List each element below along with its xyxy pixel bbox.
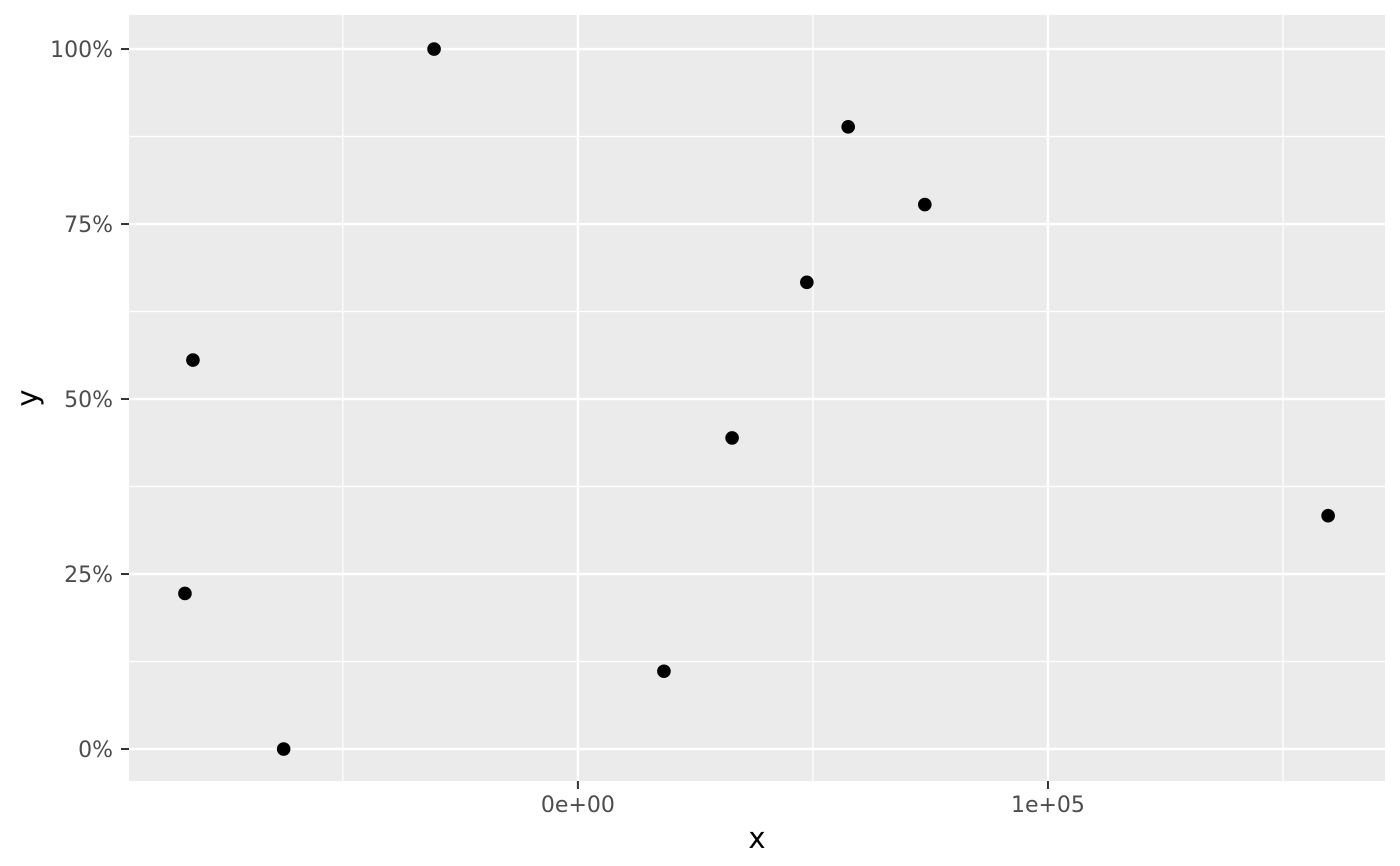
data-point (800, 275, 814, 290)
y-axis-tick-label: 25% (64, 563, 113, 588)
data-point (657, 664, 671, 679)
y-axis-tick-label: 0% (78, 738, 113, 763)
data-point (186, 353, 200, 367)
data-point (918, 197, 932, 212)
y-axis-tick-label: 100% (50, 38, 113, 63)
data-point (427, 42, 441, 56)
data-point (276, 742, 291, 756)
data-point (725, 431, 739, 445)
data-point (1321, 508, 1335, 523)
data-point (841, 119, 855, 134)
x-axis-tick-label: 0e+00 (541, 793, 615, 818)
x-axis-tick-label: 1e+05 (1011, 793, 1085, 818)
y-axis-title: y (10, 389, 45, 407)
y-axis-tick-label: 50% (64, 388, 113, 413)
y-axis-tick-label: 75% (64, 213, 113, 238)
data-point (178, 586, 192, 601)
x-axis-title: x (748, 821, 766, 855)
